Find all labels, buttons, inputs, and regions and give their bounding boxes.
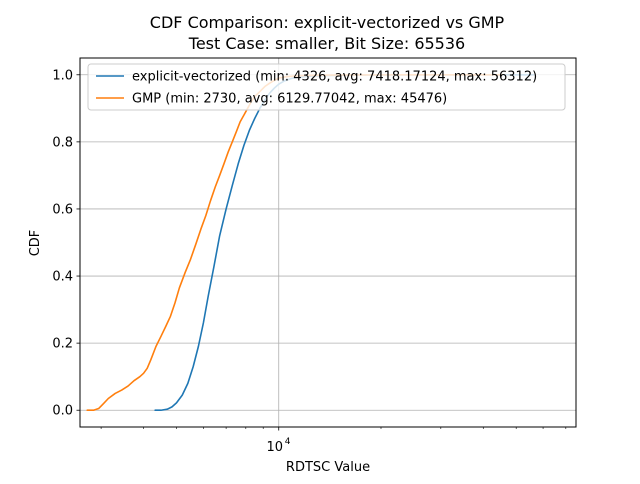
y-tick-label: 0.6 xyxy=(52,202,73,217)
legend-label: GMP (min: 2730, avg: 6129.77042, max: 45… xyxy=(132,92,447,107)
axis-ticks: 0.0 0.2 0.4 0.6 0.8 1.0 10 4 xyxy=(52,68,567,455)
y-tick-label: 1.0 xyxy=(52,68,73,83)
legend-box xyxy=(87,63,566,111)
chart-subtitle: Test Case: smaller, Bit Size: 65536 xyxy=(188,34,465,53)
chart-title: CDF Comparison: explicit-vectorized vs G… xyxy=(150,13,505,32)
y-tick-label: 0.2 xyxy=(52,337,73,352)
legend: explicit-vectorized (min: 4326, avg: 741… xyxy=(87,63,566,111)
plot-frame xyxy=(79,57,577,428)
y-tick-label: 0.8 xyxy=(52,135,73,150)
y-tick-label: 0.0 xyxy=(52,404,73,419)
x-axis-label: RDTSC Value xyxy=(286,460,370,475)
x-tick-label: 10 xyxy=(266,440,283,455)
legend-label: explicit-vectorized (min: 4326, avg: 741… xyxy=(132,70,537,85)
y-tick-label: 0.4 xyxy=(52,270,73,285)
x-tick-label-exponent: 4 xyxy=(285,437,291,447)
y-axis-label: CDF xyxy=(28,230,43,257)
